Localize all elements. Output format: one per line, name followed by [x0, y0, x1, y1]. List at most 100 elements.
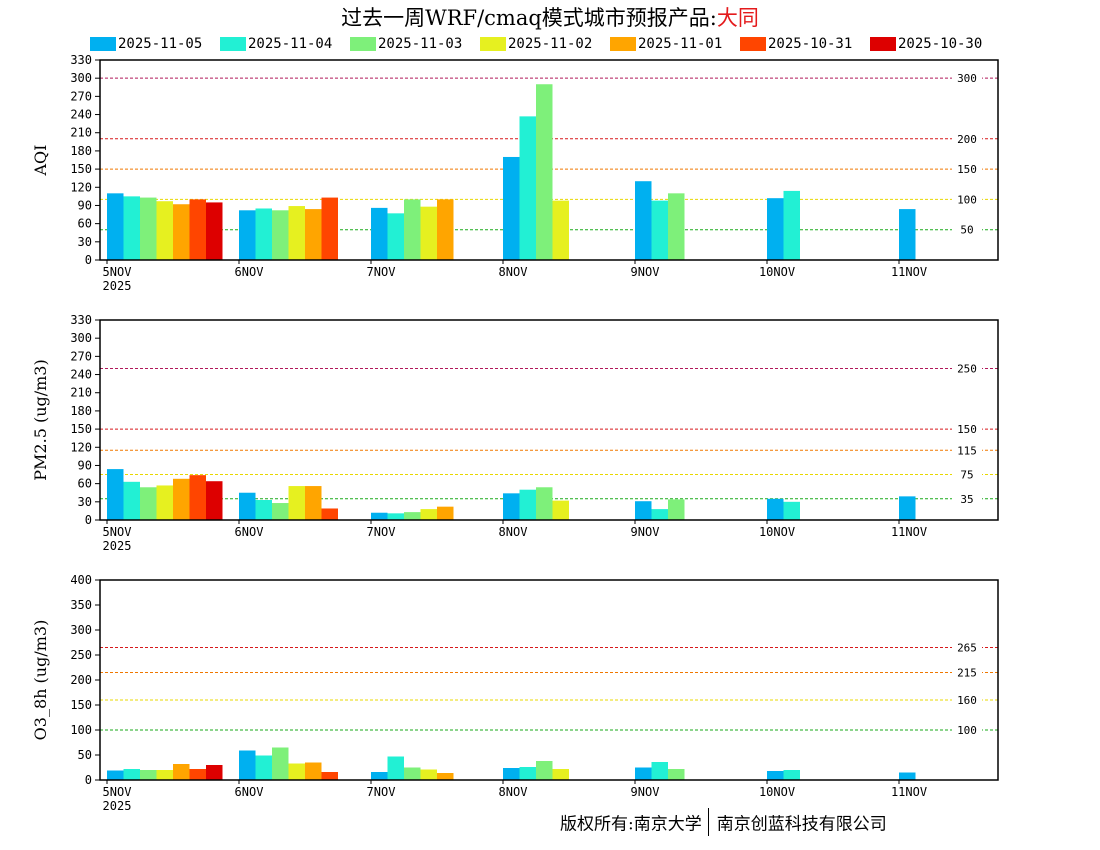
y-tick-label: 180 — [70, 144, 92, 158]
threshold-label-bg — [952, 163, 982, 176]
bar — [255, 500, 272, 520]
bar — [288, 206, 305, 260]
bar — [239, 492, 256, 520]
y-axis-label: O3_8h (ug/m3) — [31, 620, 50, 741]
legend-swatch — [220, 37, 246, 51]
threshold-label: 50 — [960, 224, 973, 237]
bar — [668, 499, 685, 520]
bar — [156, 770, 173, 780]
bar — [651, 762, 668, 780]
chart-title: 过去一周WRF/cmaq模式城市预报产品:大同 — [0, 2, 1100, 32]
bar — [767, 771, 784, 780]
bar — [552, 500, 569, 520]
bar — [173, 204, 190, 260]
x-year-label: 2025 — [103, 279, 132, 293]
bar — [783, 190, 800, 260]
bar — [189, 769, 206, 780]
y-tick-label: 350 — [70, 598, 92, 612]
y-axis-label: AQI — [31, 145, 50, 177]
bar — [519, 767, 536, 780]
bar — [272, 503, 289, 520]
threshold-label: 215 — [957, 667, 977, 680]
x-tick-label: 6NOV — [235, 265, 264, 279]
bar — [255, 208, 272, 260]
legend-swatch — [350, 37, 376, 51]
bar — [321, 197, 338, 260]
x-tick-label: 5NOV — [103, 265, 132, 279]
legend-label: 2025-11-05 — [118, 36, 203, 52]
x-tick-label: 11NOV — [891, 785, 927, 799]
legend-label: 2025-11-02 — [508, 36, 593, 52]
y-tick-label: 330 — [70, 53, 92, 67]
threshold-label: 160 — [957, 694, 977, 707]
threshold-label: 35 — [960, 493, 973, 506]
title-prefix: 过去一周WRF/cmaq模式城市预报产品: — [341, 6, 717, 30]
bar — [783, 501, 800, 520]
threshold-label: 300 — [957, 72, 977, 85]
bar — [437, 199, 454, 260]
bar — [899, 772, 916, 780]
bar — [651, 509, 668, 520]
bar — [371, 207, 388, 260]
credit-right: 南京创蓝科技有限公司 — [716, 814, 887, 835]
credit-left: 版权所有:南京大学 — [560, 814, 702, 835]
threshold-label-bg — [952, 666, 982, 679]
threshold-label-bg — [952, 641, 982, 654]
y-tick-label: 50 — [78, 748, 92, 762]
threshold-label-bg — [952, 223, 982, 236]
x-tick-label: 9NOV — [631, 785, 660, 799]
y-tick-label: 250 — [70, 648, 92, 662]
bar — [189, 199, 206, 260]
threshold-label: 200 — [957, 133, 977, 146]
y-tick-label: 60 — [78, 217, 92, 231]
y-tick-label: 150 — [70, 698, 92, 712]
legend-swatch — [480, 37, 506, 51]
x-tick-label: 9NOV — [631, 265, 660, 279]
y-tick-label: 90 — [78, 198, 92, 212]
threshold-label: 150 — [957, 163, 977, 176]
y-tick-label: 180 — [70, 404, 92, 418]
bar — [668, 193, 685, 260]
legend-swatch — [740, 37, 766, 51]
y-tick-label: 30 — [78, 495, 92, 509]
bar — [387, 513, 404, 520]
legend-swatch — [90, 37, 116, 51]
bar — [371, 772, 388, 780]
bar — [123, 481, 140, 520]
bar — [239, 210, 256, 260]
y-tick-label: 270 — [70, 349, 92, 363]
bar — [321, 772, 338, 780]
bar — [206, 481, 223, 520]
bar — [206, 765, 223, 780]
x-tick-label: 5NOV — [103, 785, 132, 799]
y-tick-label: 270 — [70, 89, 92, 103]
bar — [519, 489, 536, 520]
bar — [552, 200, 569, 260]
chart-panel-3: 265 215 160 100 0 50 100 150 200 250 300 350 400 O3_8… — [31, 573, 999, 813]
legend-label: 2025-10-30 — [898, 36, 983, 52]
copyright-credit: 版权所有:南京大学 南京创蓝科技有限公司 — [560, 808, 887, 840]
bar — [272, 210, 289, 260]
plot-frame — [99, 319, 999, 521]
x-tick-label: 10NOV — [759, 525, 795, 539]
threshold-label: 115 — [957, 444, 977, 457]
legend-label: 2025-11-04 — [248, 36, 333, 52]
threshold-label: 150 — [957, 423, 977, 436]
x-tick-label: 10NOV — [759, 785, 795, 799]
bar — [635, 767, 652, 780]
y-tick-label: 0 — [85, 773, 92, 787]
x-tick-label: 6NOV — [235, 525, 264, 539]
threshold-label: 100 — [957, 724, 977, 737]
bar — [305, 486, 322, 520]
threshold-label: 100 — [957, 193, 977, 206]
bar — [140, 487, 157, 520]
bar — [107, 770, 124, 780]
y-tick-label: 400 — [70, 573, 92, 587]
bar — [255, 755, 272, 780]
title-city: 大同 — [716, 6, 759, 30]
threshold-label-bg — [952, 468, 982, 481]
legend-swatch — [870, 37, 896, 51]
bar — [123, 769, 140, 780]
plot-frame — [99, 579, 999, 781]
